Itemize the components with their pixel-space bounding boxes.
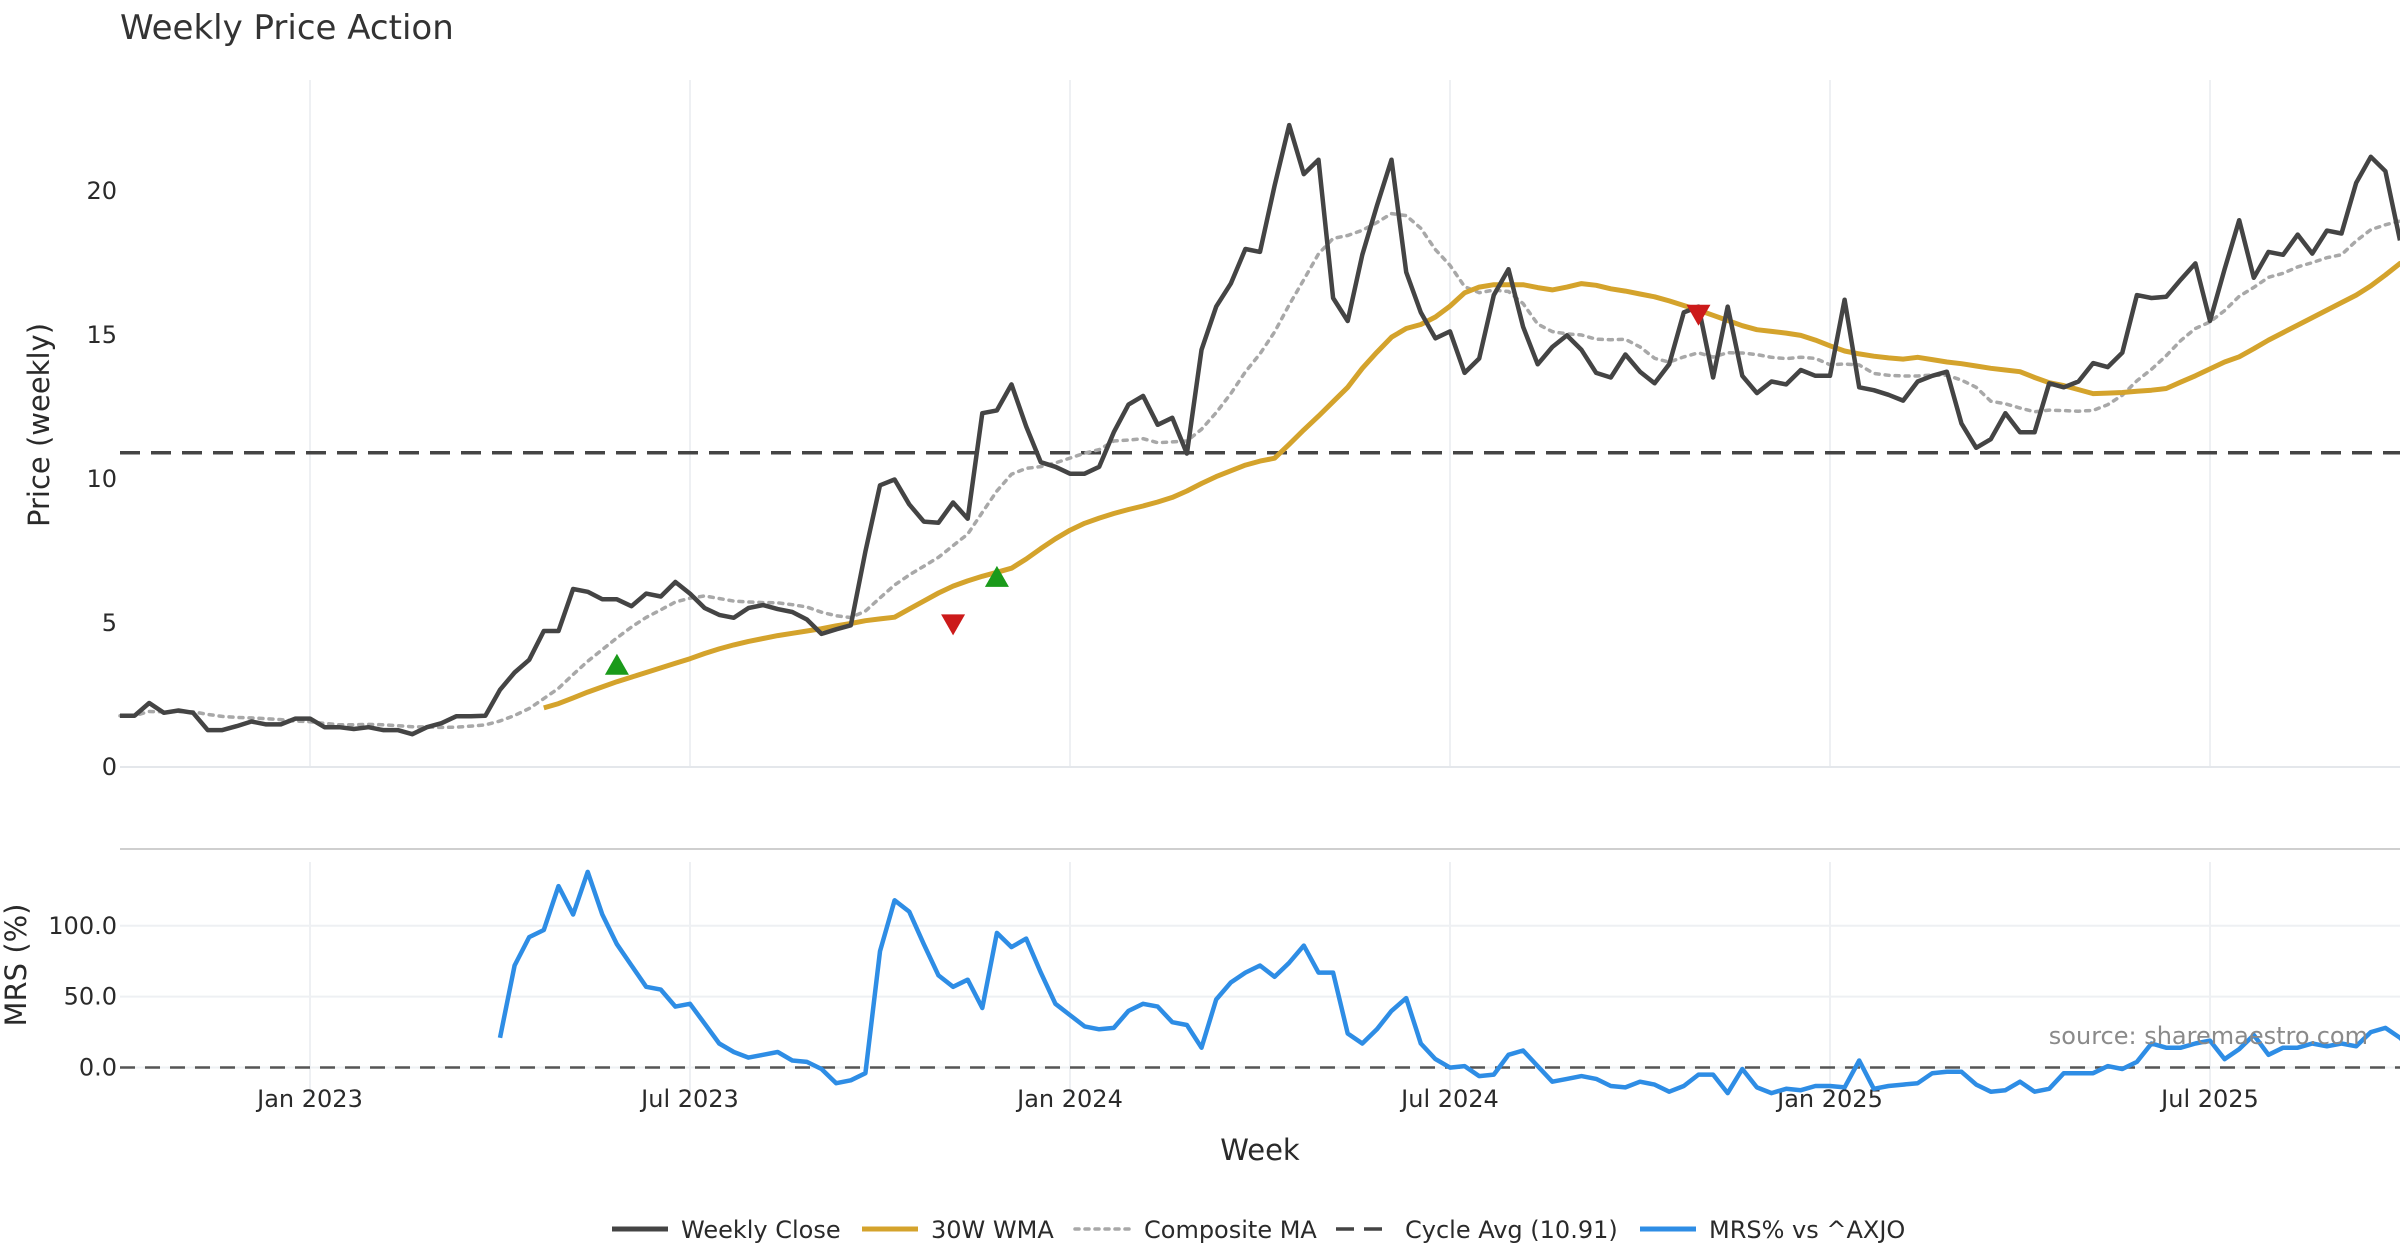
mrs-y-tick-labels: 0.0 50.0 100.0 [48, 912, 117, 1082]
legend-label-1: 30W WMA [931, 1216, 1054, 1244]
composite-ma-series [118, 211, 2400, 730]
sell-signal-0 [941, 614, 966, 636]
chart-title: Weekly Price Action [120, 8, 454, 48]
x-tick-5: Jul 2025 [2159, 1085, 2259, 1113]
price-y-tick-2: 10 [86, 465, 117, 493]
price-y-tick-3: 15 [86, 321, 117, 349]
weekly-close-series [120, 122, 2400, 737]
price-y-tick-1: 5 [102, 609, 117, 637]
legend: Weekly Close 30W WMA Composite MA Cycle Avg… [612, 1216, 1905, 1244]
x-tick-3: Jul 2024 [1399, 1085, 1499, 1113]
buy-signal-1 [984, 565, 1009, 587]
mrs-y-tick-2: 100.0 [48, 912, 117, 940]
price-gridlines [309, 80, 2211, 767]
price-y-tick-4: 20 [86, 177, 117, 205]
x-tick-labels: Jan 2023 Jul 2023 Jan 2024 Jul 2024 Jan 2025… [255, 1085, 2259, 1113]
mrs-y-tick-0: 0.0 [79, 1054, 117, 1082]
legend-label-2: Composite MA [1144, 1216, 1317, 1244]
legend-label-4: MRS% vs ^AXJO [1709, 1216, 1905, 1244]
legend-label-0: Weekly Close [681, 1216, 841, 1244]
buy-signal-0 [604, 653, 629, 675]
mrs-y-axis-title: MRS (%) [0, 904, 33, 1027]
x-tick-2: Jan 2024 [1015, 1085, 1123, 1113]
x-tick-1: Jul 2023 [639, 1085, 739, 1113]
x-axis-title: Week [1220, 1133, 1300, 1167]
sell-signal-1 [1686, 304, 1711, 326]
x-tick-0: Jan 2023 [255, 1085, 363, 1113]
mrs-y-tick-1: 50.0 [64, 983, 117, 1011]
price-y-tick-0: 0 [102, 753, 117, 781]
signal-markers [604, 304, 1711, 675]
mrs-series [497, 869, 2400, 1096]
source-note: source: sharemaestro.com [2049, 1022, 2368, 1050]
price-y-tick-labels: 0 5 10 15 20 [86, 177, 117, 781]
price-y-axis-title: Price (weekly) [22, 323, 56, 527]
wma-30w-series [543, 260, 2400, 711]
legend-label-3: Cycle Avg (10.91) [1405, 1216, 1618, 1244]
